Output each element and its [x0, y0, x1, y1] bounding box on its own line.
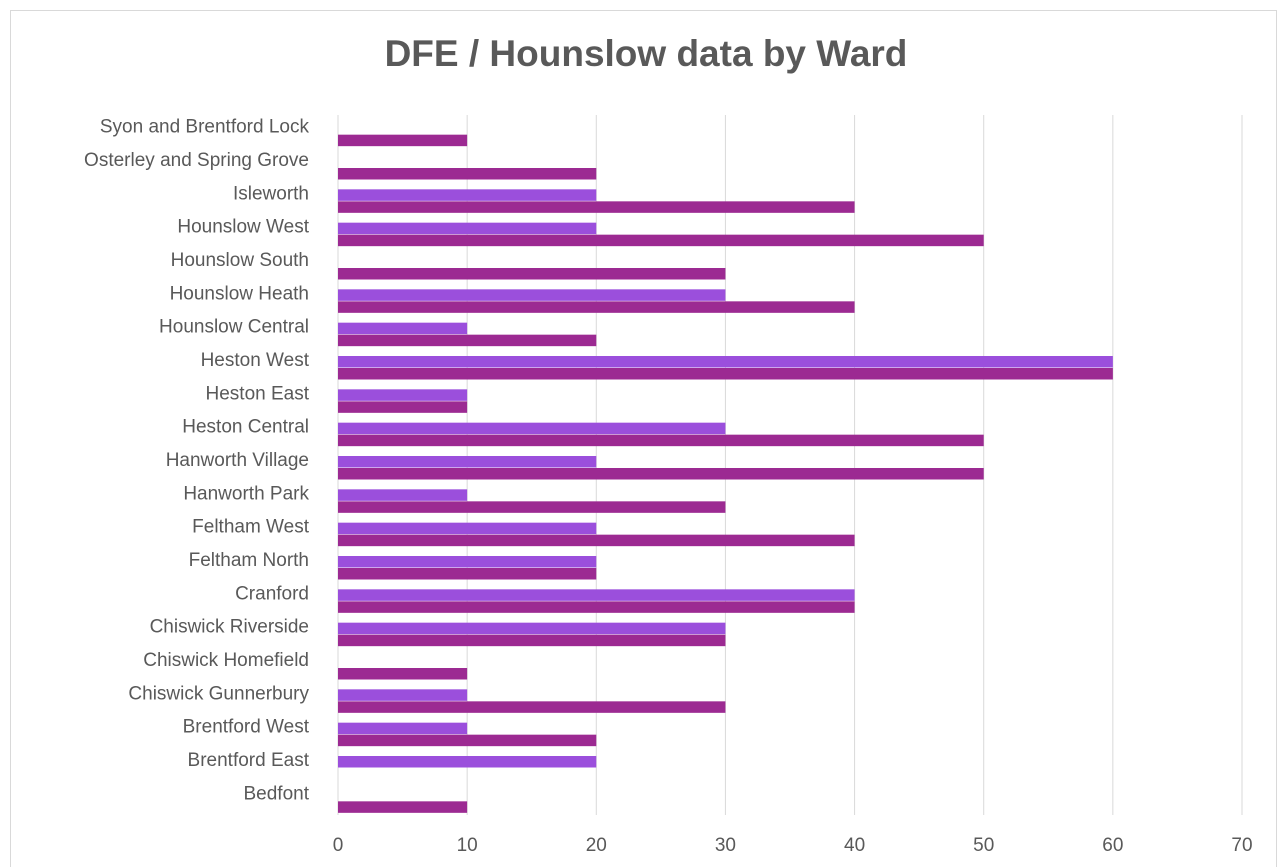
bar [338, 622, 726, 635]
bar [338, 134, 468, 147]
y-tick-label: Heston West [201, 350, 310, 371]
bar [338, 756, 597, 768]
bar [338, 289, 726, 301]
bar [338, 701, 726, 713]
bar [338, 456, 597, 468]
bar [338, 168, 597, 180]
y-tick-label: Isleworth [233, 183, 309, 204]
x-tick-label: 30 [715, 835, 736, 856]
x-tick-label: 40 [844, 835, 865, 856]
bar [338, 601, 855, 613]
bar [338, 401, 468, 413]
y-tick-label: Heston East [206, 383, 310, 404]
x-tick-label: 20 [586, 835, 607, 856]
y-tick-label: Hanworth Park [183, 483, 309, 504]
y-tick-label: Osterley and Spring Grove [84, 150, 309, 171]
bar [338, 801, 468, 813]
y-tick-label: Cranford [235, 583, 309, 604]
bar [338, 668, 468, 680]
bar [338, 534, 855, 547]
y-tick-label: Bedfont [244, 783, 310, 804]
y-tick-label: Heston Central [182, 417, 309, 438]
bar [338, 334, 597, 347]
bar [338, 268, 726, 280]
bar [338, 722, 468, 735]
y-tick-label: Feltham West [192, 517, 310, 538]
y-tick-label: Feltham North [189, 550, 309, 571]
chart-title: DFE / Hounslow data by Ward [385, 33, 908, 74]
bar [338, 468, 984, 480]
y-tick-label: Hounslow Heath [170, 283, 309, 304]
bar [338, 322, 468, 335]
x-tick-label: 0 [333, 835, 344, 856]
bar [338, 501, 726, 513]
y-tick-label: Chiswick Riverside [150, 617, 309, 638]
bar [338, 422, 726, 435]
y-tick-label: Hounslow West [177, 217, 309, 238]
bar [338, 568, 597, 580]
x-tick-label: 60 [1102, 835, 1123, 856]
x-tick-label: 70 [1231, 835, 1252, 856]
bar [338, 389, 468, 401]
y-tick-label: Brentford East [188, 750, 310, 771]
bar [338, 589, 855, 601]
bar [338, 734, 597, 747]
y-tick-label: Syon and Brentford Lock [100, 117, 310, 138]
y-tick-label: Hanworth Village [166, 450, 309, 471]
bar [338, 222, 597, 235]
bar [338, 634, 726, 647]
x-tick-label: 50 [973, 835, 994, 856]
y-tick-label: Hounslow Central [159, 317, 309, 338]
bar [338, 522, 597, 535]
y-tick-label: Chiswick Homefield [143, 650, 309, 671]
bar [338, 434, 984, 447]
x-tick-label: 10 [457, 835, 478, 856]
bar [338, 556, 597, 568]
bar [338, 189, 597, 201]
y-tick-label: Chiswick Gunnerbury [128, 683, 309, 704]
y-tick-label: Brentford West [183, 717, 310, 738]
bar [338, 368, 1113, 380]
bar [338, 201, 855, 213]
bar [338, 301, 855, 313]
bar [338, 689, 468, 701]
bar [338, 489, 468, 501]
bar [338, 234, 984, 247]
bar [338, 356, 1113, 368]
y-tick-label: Hounslow South [171, 250, 309, 271]
